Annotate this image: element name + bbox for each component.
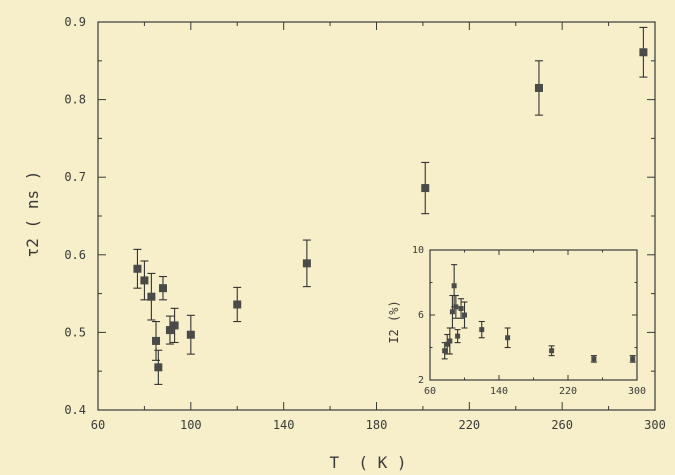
inset-marker xyxy=(449,309,455,315)
inset-x-tick-label: 300 xyxy=(628,386,646,397)
data-point xyxy=(421,161,430,215)
inset-y-axis-title: I2 (%) xyxy=(387,300,401,343)
inset-marker xyxy=(451,283,457,289)
data-point xyxy=(639,26,648,78)
plot-frame xyxy=(97,21,656,411)
marker xyxy=(140,276,149,285)
inset-y-tick-label: 10 xyxy=(412,245,424,256)
marker xyxy=(534,83,543,92)
x-tick-label: 300 xyxy=(644,418,666,432)
x-tick-label: 100 xyxy=(180,418,202,432)
inset-data-point xyxy=(478,320,485,339)
data-point xyxy=(133,248,142,289)
marker xyxy=(133,264,142,273)
x-tick-label: 180 xyxy=(366,418,388,432)
marker xyxy=(158,284,167,293)
marker xyxy=(170,321,179,330)
inset-data-point xyxy=(629,355,636,363)
x-tick-label: 60 xyxy=(91,418,105,432)
y-axis-title: τ2 ( ns ) xyxy=(23,171,42,258)
y-tick-label: 0.6 xyxy=(64,248,86,262)
inset-data-point xyxy=(548,345,555,357)
y-tick-label: 0.7 xyxy=(64,170,86,184)
y-tick-label: 0.9 xyxy=(64,15,86,29)
inset-x-tick-label: 60 xyxy=(424,386,436,397)
inset-marker xyxy=(447,338,453,344)
data-point xyxy=(158,275,167,301)
inset-data-point xyxy=(590,355,597,363)
data-point xyxy=(154,349,163,385)
data-point xyxy=(140,260,149,301)
inset-marker xyxy=(455,333,461,339)
inset-marker xyxy=(453,304,459,310)
inset-marker xyxy=(549,348,555,354)
x-tick-label: 140 xyxy=(273,418,295,432)
marker xyxy=(639,48,648,57)
inset-y-tick-label: 2 xyxy=(418,375,424,386)
x-tick-label: 260 xyxy=(551,418,573,432)
data-point xyxy=(534,60,543,116)
y-tick-label: 0.4 xyxy=(64,403,86,417)
data-point xyxy=(186,314,195,355)
main-data-points xyxy=(133,26,648,385)
inset-marker xyxy=(462,312,467,318)
inset-marker xyxy=(458,306,464,311)
inset-marker xyxy=(442,348,448,354)
marker xyxy=(302,259,311,268)
inset-y-tick-label: 6 xyxy=(418,310,424,321)
inset-data-point xyxy=(461,301,468,329)
y-tick-label: 0.8 xyxy=(64,93,86,107)
inset-marker xyxy=(479,327,485,333)
inset-data-point xyxy=(504,327,511,349)
x-tick-label: 220 xyxy=(458,418,480,432)
data-point xyxy=(302,239,311,288)
inset-x-tick-label: 140 xyxy=(490,386,508,397)
inset-x-tick-label: 220 xyxy=(559,386,577,397)
inset-data-point xyxy=(458,298,465,319)
data-point xyxy=(165,315,174,345)
inset-marker xyxy=(630,356,636,362)
marker xyxy=(154,363,163,372)
data-point xyxy=(233,286,242,323)
inset-marker xyxy=(591,356,597,362)
inset-data-point xyxy=(454,329,461,344)
marker xyxy=(233,300,242,309)
marker xyxy=(152,336,161,345)
inset-axes: 60 140 220 300 2 6 10 xyxy=(412,245,646,397)
y-tick-label: 0.5 xyxy=(64,325,86,339)
x-axis-title: T ( K ) xyxy=(329,453,406,472)
data-point xyxy=(147,272,156,321)
marker xyxy=(421,184,430,193)
inset-marker xyxy=(505,335,511,341)
inset-marker xyxy=(444,341,450,347)
marker xyxy=(186,330,195,339)
data-point xyxy=(170,307,179,344)
marker xyxy=(147,292,156,301)
inset-data-points xyxy=(441,264,636,363)
inset-data-point xyxy=(452,294,459,319)
marker xyxy=(165,326,174,335)
